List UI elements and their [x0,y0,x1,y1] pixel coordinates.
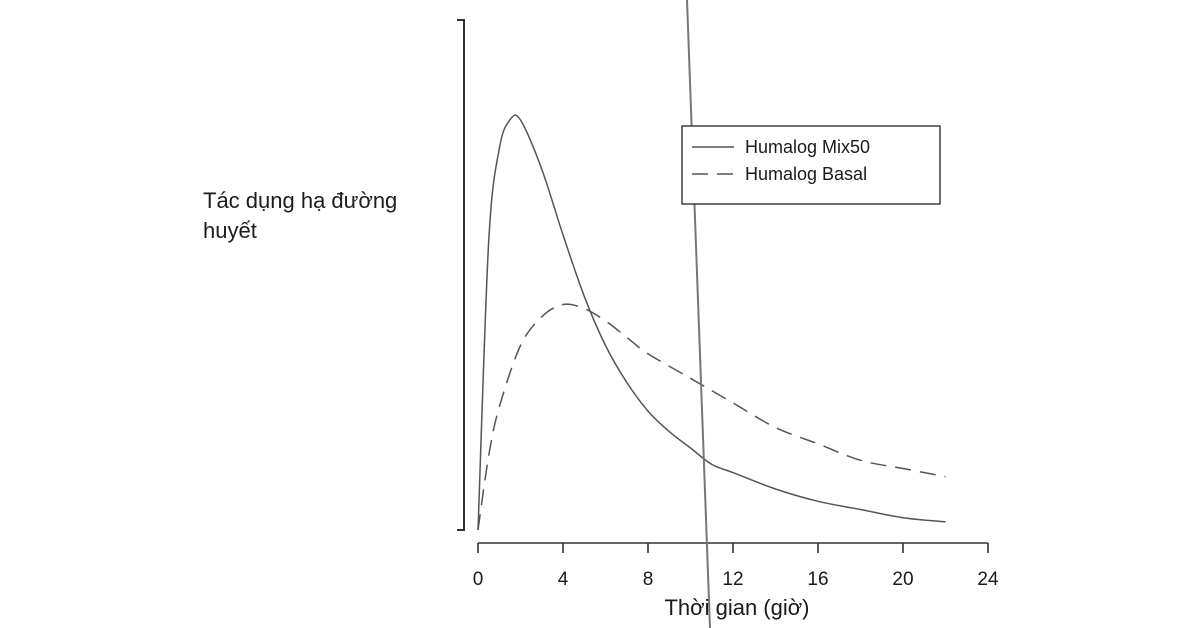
y-axis-label-line-1: Tác dụng hạ đường [203,188,398,213]
y-axis-line [457,19,465,531]
vertical-reference-line [686,0,711,628]
y-axis-label-line-2: huyết [203,218,257,243]
x-tick-label: 4 [558,569,569,590]
series-line-2 [477,303,946,531]
x-tick-label: 0 [473,569,484,590]
x-tick-label: 24 [977,569,999,590]
x-tick-label: 16 [807,569,828,590]
series-lines [477,114,946,531]
y-axis-bracket [457,19,465,531]
x-axis-label: Thời gian (giờ) [664,595,809,620]
legend: Humalog Mix50 Humalog Basal [681,125,941,205]
legend-label-2: Humalog Basal [745,164,867,184]
series-line-1 [477,114,946,531]
legend-box [681,125,941,205]
x-tick-label: 8 [643,569,654,590]
x-tick-label: 20 [892,569,913,590]
y-axis-label: Tác dụng hạ đường huyết [203,186,443,246]
legend-label-1: Humalog Mix50 [745,137,870,157]
x-tick-label: 12 [722,569,743,590]
x-ticks: 0 4 8 12 16 20 24 [473,543,999,590]
